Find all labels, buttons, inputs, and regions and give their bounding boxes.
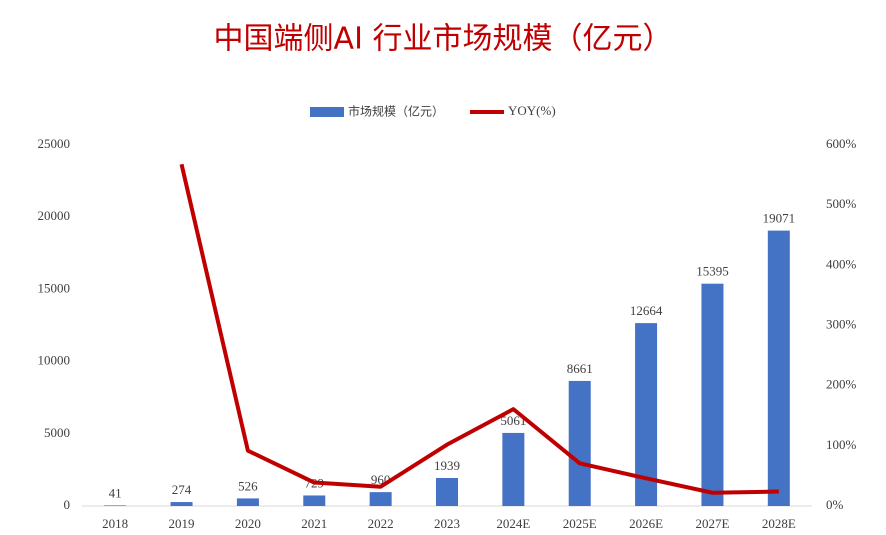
data-label: 274 — [172, 482, 192, 497]
bar — [436, 478, 458, 506]
y-tick-label: 0 — [64, 497, 71, 512]
x-tick-label: 2021 — [301, 516, 327, 531]
bar — [502, 432, 525, 506]
data-label: 1939 — [434, 458, 460, 473]
bar — [635, 323, 658, 506]
y2-tick-label: 100% — [826, 437, 857, 452]
x-tick-label: 2028E — [762, 516, 796, 531]
data-label: 8661 — [567, 361, 593, 376]
y2-tick-label: 500% — [826, 196, 857, 211]
x-tick-label: 2025E — [563, 516, 597, 531]
bar — [701, 283, 724, 506]
x-tick-label: 2022 — [368, 516, 394, 531]
chart-title: 中国端侧AI 行业市场规模（亿元） — [214, 22, 673, 57]
data-label: 12664 — [630, 303, 663, 318]
legend-label: YOY(%) — [508, 103, 556, 118]
bar — [104, 505, 127, 506]
y2-tick-label: 600% — [826, 136, 857, 151]
data-label: 15395 — [696, 264, 729, 279]
x-tick-label: 2024E — [496, 516, 530, 531]
y2-tick-label: 0% — [826, 497, 844, 512]
data-label: 19071 — [763, 211, 796, 226]
bar — [303, 495, 326, 506]
y-tick-label: 15000 — [38, 280, 71, 295]
y-tick-label: 25000 — [38, 136, 71, 151]
x-tick-label: 2027E — [695, 516, 729, 531]
y-tick-label: 5000 — [44, 425, 70, 440]
y-tick-label: 20000 — [38, 208, 71, 223]
data-label: 526 — [238, 478, 258, 493]
legend-label: 市场规模（亿元） — [348, 104, 444, 119]
bar — [767, 230, 790, 507]
bar — [568, 380, 591, 506]
y2-tick-label: 200% — [826, 377, 857, 392]
x-tick-label: 2019 — [169, 516, 195, 531]
bar — [170, 502, 193, 506]
x-tick-label: 2018 — [102, 516, 128, 531]
y-tick-label: 10000 — [38, 353, 71, 368]
legend-swatch — [310, 107, 344, 117]
bar — [369, 492, 392, 506]
y2-tick-label: 300% — [826, 316, 857, 331]
y2-tick-label: 400% — [826, 256, 857, 271]
bar — [236, 498, 259, 506]
data-label: 41 — [109, 485, 122, 500]
x-tick-label: 2023 — [434, 516, 460, 531]
yoy-line — [179, 163, 779, 495]
x-tick-label: 2026E — [629, 516, 663, 531]
x-tick-label: 2020 — [235, 516, 261, 531]
